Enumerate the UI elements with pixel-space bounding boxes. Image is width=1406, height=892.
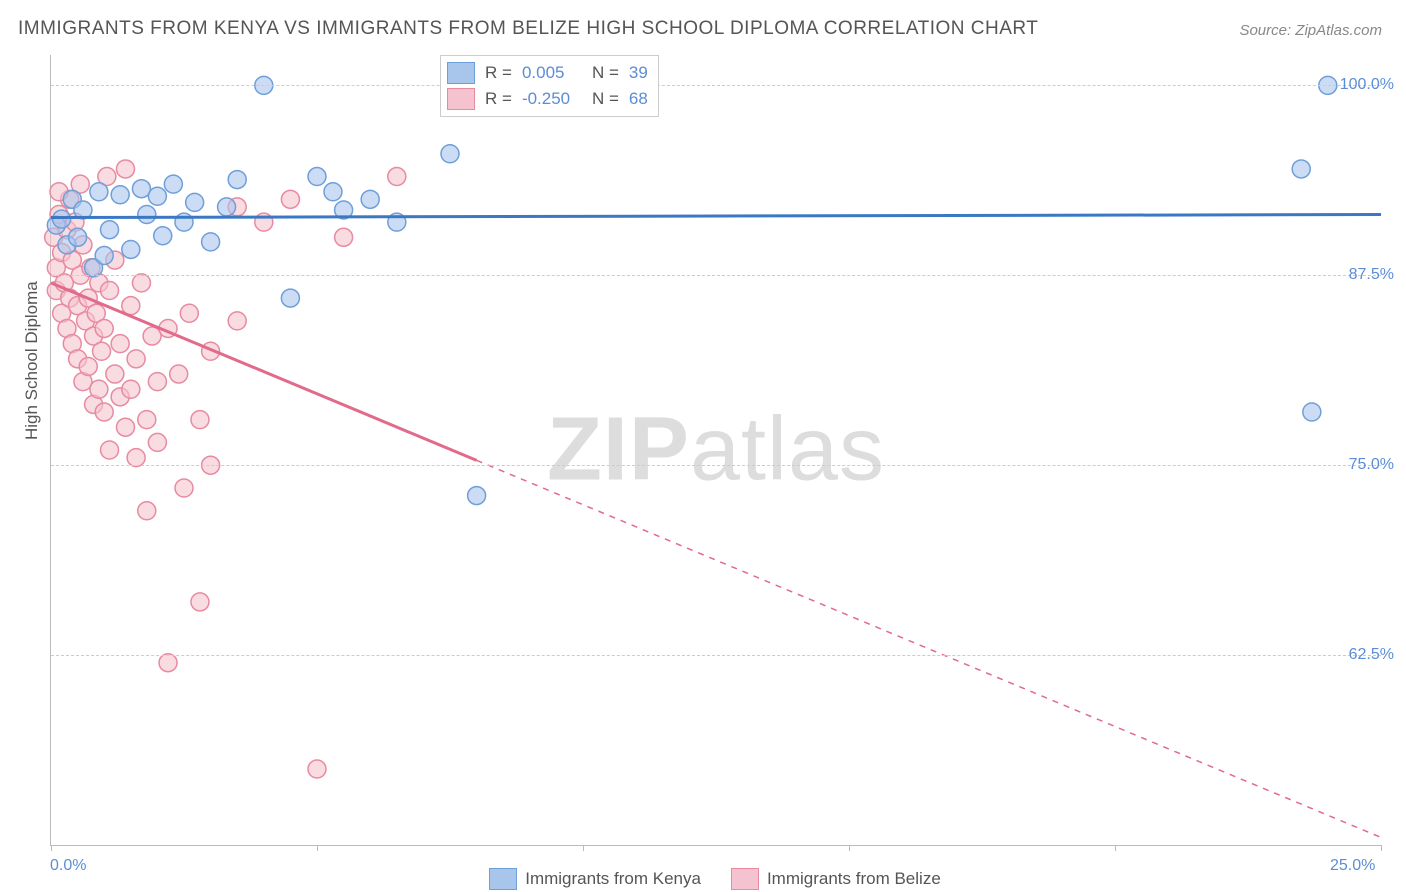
legend-label: Immigrants from Kenya — [525, 869, 701, 889]
chart-title: IMMIGRANTS FROM KENYA VS IMMIGRANTS FROM… — [18, 18, 1038, 40]
y-tick-label: 75.0% — [1349, 456, 1394, 474]
x-tick — [1115, 845, 1116, 851]
x-tick-label: 0.0% — [50, 857, 86, 875]
chart-svg — [51, 55, 1381, 845]
data-point — [138, 411, 156, 429]
plot-area: ZIPatlas — [50, 55, 1381, 846]
data-point — [191, 593, 209, 611]
data-point — [138, 502, 156, 520]
data-point — [441, 145, 459, 163]
r-label: R = — [485, 86, 512, 112]
legend-series: Immigrants from Kenya Immigrants from Bel… — [50, 868, 1380, 890]
legend-item: Immigrants from Belize — [731, 868, 941, 890]
x-tick — [317, 845, 318, 851]
n-value: 68 — [629, 86, 648, 112]
r-label: R = — [485, 60, 512, 86]
data-point — [90, 380, 108, 398]
legend-stat-row: R = -0.250 N = 68 — [447, 86, 648, 112]
data-point — [335, 228, 353, 246]
data-point — [116, 418, 134, 436]
data-point — [324, 183, 342, 201]
gridline — [51, 85, 1381, 86]
x-tick — [51, 845, 52, 851]
data-point — [106, 365, 124, 383]
data-point — [170, 365, 188, 383]
x-tick — [849, 845, 850, 851]
gridline — [51, 275, 1381, 276]
data-point — [101, 441, 119, 459]
data-point — [281, 289, 299, 307]
legend-stats: R = 0.005 N = 39R = -0.250 N = 68 — [440, 55, 659, 117]
x-tick — [583, 845, 584, 851]
data-point — [101, 281, 119, 299]
data-point — [186, 193, 204, 211]
y-axis-label: High School Diploma — [22, 281, 42, 440]
data-point — [116, 160, 134, 178]
data-point — [111, 335, 129, 353]
data-point — [164, 175, 182, 193]
data-point — [95, 403, 113, 421]
data-point — [468, 487, 486, 505]
data-point — [148, 187, 166, 205]
data-point — [308, 760, 326, 778]
data-point — [361, 190, 379, 208]
n-value: 39 — [629, 60, 648, 86]
data-point — [148, 433, 166, 451]
data-point — [1303, 403, 1321, 421]
data-point — [95, 319, 113, 337]
r-value: 0.005 — [522, 60, 582, 86]
data-point — [281, 190, 299, 208]
data-point — [202, 233, 220, 251]
x-tick-label: 25.0% — [1330, 857, 1375, 875]
data-point — [122, 240, 140, 258]
data-point — [388, 168, 406, 186]
data-point — [101, 221, 119, 239]
data-point — [53, 210, 71, 228]
data-point — [93, 342, 111, 360]
legend-label: Immigrants from Belize — [767, 869, 941, 889]
data-point — [138, 206, 156, 224]
data-point — [191, 411, 209, 429]
data-point — [308, 168, 326, 186]
data-point — [90, 183, 108, 201]
trend-line — [51, 215, 1381, 218]
data-point — [127, 350, 145, 368]
x-tick — [1381, 845, 1382, 851]
data-point — [228, 171, 246, 189]
legend-swatch — [489, 868, 517, 890]
data-point — [159, 654, 177, 672]
data-point — [69, 228, 87, 246]
n-label: N = — [592, 60, 619, 86]
data-point — [95, 247, 113, 265]
legend-stat-row: R = 0.005 N = 39 — [447, 60, 648, 86]
gridline — [51, 655, 1381, 656]
data-point — [180, 304, 198, 322]
legend-item: Immigrants from Kenya — [489, 868, 701, 890]
trend-line-dashed — [477, 460, 1381, 837]
data-point — [127, 449, 145, 467]
data-point — [154, 227, 172, 245]
legend-swatch — [731, 868, 759, 890]
r-value: -0.250 — [522, 86, 582, 112]
data-point — [175, 479, 193, 497]
legend-swatch — [447, 62, 475, 84]
data-point — [79, 357, 97, 375]
data-point — [148, 373, 166, 391]
y-tick-label: 62.5% — [1349, 646, 1394, 664]
data-point — [228, 312, 246, 330]
data-point — [122, 380, 140, 398]
y-tick-label: 87.5% — [1349, 266, 1394, 284]
n-label: N = — [592, 86, 619, 112]
source-label: Source: ZipAtlas.com — [1239, 22, 1382, 39]
data-point — [132, 274, 150, 292]
data-point — [1292, 160, 1310, 178]
data-point — [218, 198, 236, 216]
legend-swatch — [447, 88, 475, 110]
y-tick-label: 100.0% — [1340, 76, 1394, 94]
gridline — [51, 465, 1381, 466]
data-point — [111, 186, 129, 204]
